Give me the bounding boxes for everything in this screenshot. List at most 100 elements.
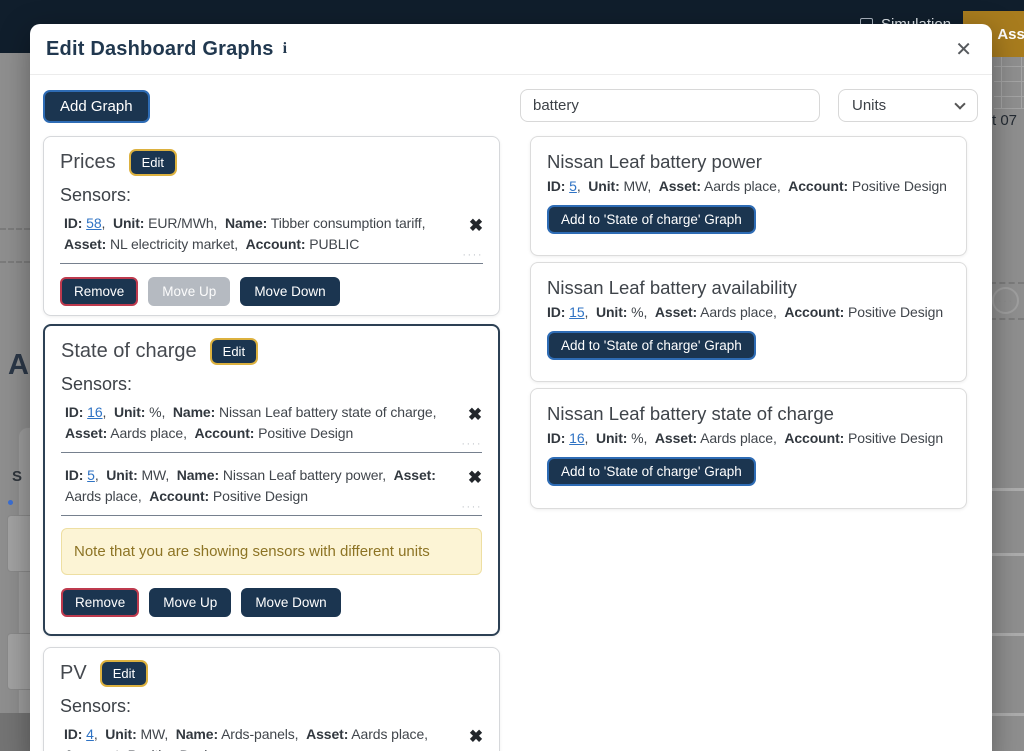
units-dropdown-value: Units: [852, 97, 887, 114]
background-chart-gridline: [1021, 57, 1022, 109]
drag-handle[interactable]: ····: [461, 501, 482, 513]
name-label: Name:: [172, 404, 216, 420]
remove-graph-button[interactable]: Remove: [60, 277, 139, 306]
id-label: ID:: [547, 430, 566, 446]
edit-graph-button[interactable]: Edit: [209, 338, 259, 365]
remove-sensor-icon[interactable]: ✖: [467, 405, 482, 424]
sensor-unit: MW: [141, 467, 166, 483]
separator: ,: [164, 726, 172, 742]
search-result-card: Nissan Leaf battery availability ID: 15,…: [530, 262, 967, 382]
account-label: Account:: [784, 430, 845, 446]
graph-title: PV: [60, 662, 87, 684]
account-label: Account:: [788, 178, 849, 194]
add-to-graph-button[interactable]: Add to 'State of charge' Graph: [547, 331, 756, 360]
separator: ,: [643, 430, 652, 446]
units-dropdown[interactable]: Units: [838, 89, 978, 122]
asset-label: Asset:: [393, 467, 436, 483]
graph-card-pv: PV Edit Sensors: ID: 4, Unit: MW, Name: …: [43, 647, 500, 751]
move-down-button[interactable]: Move Down: [241, 588, 341, 617]
sensor-unit: MW: [140, 726, 165, 742]
sensor-asset: Aards place: [65, 488, 138, 504]
sensor-search-input[interactable]: [520, 89, 820, 122]
id-label: ID:: [64, 215, 83, 231]
drag-handle[interactable]: ····: [462, 249, 483, 261]
separator: ,: [213, 215, 222, 231]
remove-sensor-icon[interactable]: ✖: [468, 216, 483, 235]
sensor-account: PUBLIC: [309, 236, 360, 252]
sensor-unit: MW: [623, 178, 648, 194]
sensor-id-link[interactable]: 16: [569, 430, 585, 446]
background-dashed-line: [990, 318, 1024, 320]
add-to-graph-button[interactable]: Add to 'State of charge' Graph: [547, 205, 756, 234]
background-chart-gridline: [994, 96, 1024, 97]
separator: ,: [93, 726, 102, 742]
background-dashed-line: [0, 228, 30, 230]
edit-graph-button[interactable]: Edit: [128, 149, 177, 176]
sensor-name: Nissan Leaf battery power: [222, 467, 383, 483]
unit-label: Unit:: [106, 467, 138, 483]
background-block: [0, 713, 30, 751]
sensor-account: Positive Design: [848, 430, 944, 446]
background-chart-gridline: [1001, 57, 1002, 109]
background-row-line: [992, 713, 1024, 716]
separator: ,: [137, 488, 146, 504]
graph-card-actions: Remove Move Up Move Down: [61, 588, 482, 617]
units-warning-note: Note that you are showing sensors with d…: [61, 528, 482, 575]
sensor-name: Ards-panels: [221, 726, 295, 742]
search-result-card: Nissan Leaf battery power ID: 5, Unit: M…: [530, 136, 967, 256]
move-up-button[interactable]: Move Up: [149, 588, 232, 617]
move-down-button[interactable]: Move Down: [240, 277, 340, 306]
graph-card-prices: Prices Edit Sensors: ID: 58, Unit: EUR/M…: [43, 136, 500, 316]
asset-label: Asset:: [64, 236, 107, 252]
search-result-meta: ID: 15, Unit: %, Asset: Aards place, Acc…: [547, 304, 950, 320]
unit-label: Unit:: [105, 726, 137, 742]
separator: ,: [424, 726, 432, 742]
sensor-id-link[interactable]: 58: [86, 215, 102, 231]
sensor-id-link[interactable]: 4: [86, 726, 94, 742]
sensors-heading: Sensors:: [60, 696, 132, 716]
add-to-graph-button[interactable]: Add to 'State of charge' Graph: [547, 457, 756, 486]
add-graph-button[interactable]: Add Graph: [43, 90, 150, 123]
account-label: Account:: [194, 425, 255, 441]
sensor-unit: %: [631, 430, 644, 446]
background-row-line: [992, 553, 1024, 556]
separator: ,: [421, 215, 430, 231]
graph-card-state-of-charge: State of charge Edit Sensors: ID: 16, Un…: [43, 324, 500, 636]
background-blue-dot: [8, 500, 13, 505]
sensor-name: Nissan Leaf battery state of charge: [218, 404, 433, 420]
sensor-asset: Aards place: [703, 178, 777, 194]
remove-sensor-icon[interactable]: ✖: [468, 727, 483, 746]
separator: ,: [165, 467, 173, 483]
separator: ,: [576, 178, 585, 194]
account-label: Account:: [784, 304, 845, 320]
info-icon[interactable]: i: [282, 40, 288, 57]
background-input-edge: [7, 633, 31, 690]
unit-label: Unit:: [588, 178, 620, 194]
edit-graph-button[interactable]: Edit: [99, 660, 149, 687]
chevron-down-icon: [954, 97, 966, 110]
drag-handle[interactable]: ····: [461, 438, 482, 450]
sensor-id-link[interactable]: 16: [87, 404, 103, 420]
separator: ,: [584, 430, 593, 446]
sensor-asset: Aards place: [351, 726, 425, 742]
graph-card-header: Prices Edit: [60, 149, 483, 176]
separator: ,: [643, 304, 652, 320]
remove-graph-button[interactable]: Remove: [61, 588, 140, 617]
sensor-id-link[interactable]: 5: [87, 467, 95, 483]
sensor-unit: EUR/MWh: [148, 215, 214, 231]
unit-label: Unit:: [112, 215, 145, 231]
asset-label: Asset:: [65, 425, 108, 441]
sensor-id-link[interactable]: 15: [569, 304, 585, 320]
background-row-line: [992, 633, 1024, 636]
background-axis-tick: t 07: [992, 112, 1018, 129]
search-result-title: Nissan Leaf battery state of charge: [547, 403, 834, 424]
separator: ,: [772, 304, 781, 320]
sensor-id-link[interactable]: 5: [569, 178, 577, 194]
account-label: Account:: [64, 747, 124, 751]
asset-label: Asset:: [658, 178, 701, 194]
sensor-asset: Aards place: [700, 430, 773, 446]
move-up-button: Move Up: [148, 277, 231, 306]
remove-sensor-icon[interactable]: ✖: [467, 468, 482, 487]
separator: ,: [102, 404, 111, 420]
close-icon[interactable]: ✕: [955, 38, 972, 61]
